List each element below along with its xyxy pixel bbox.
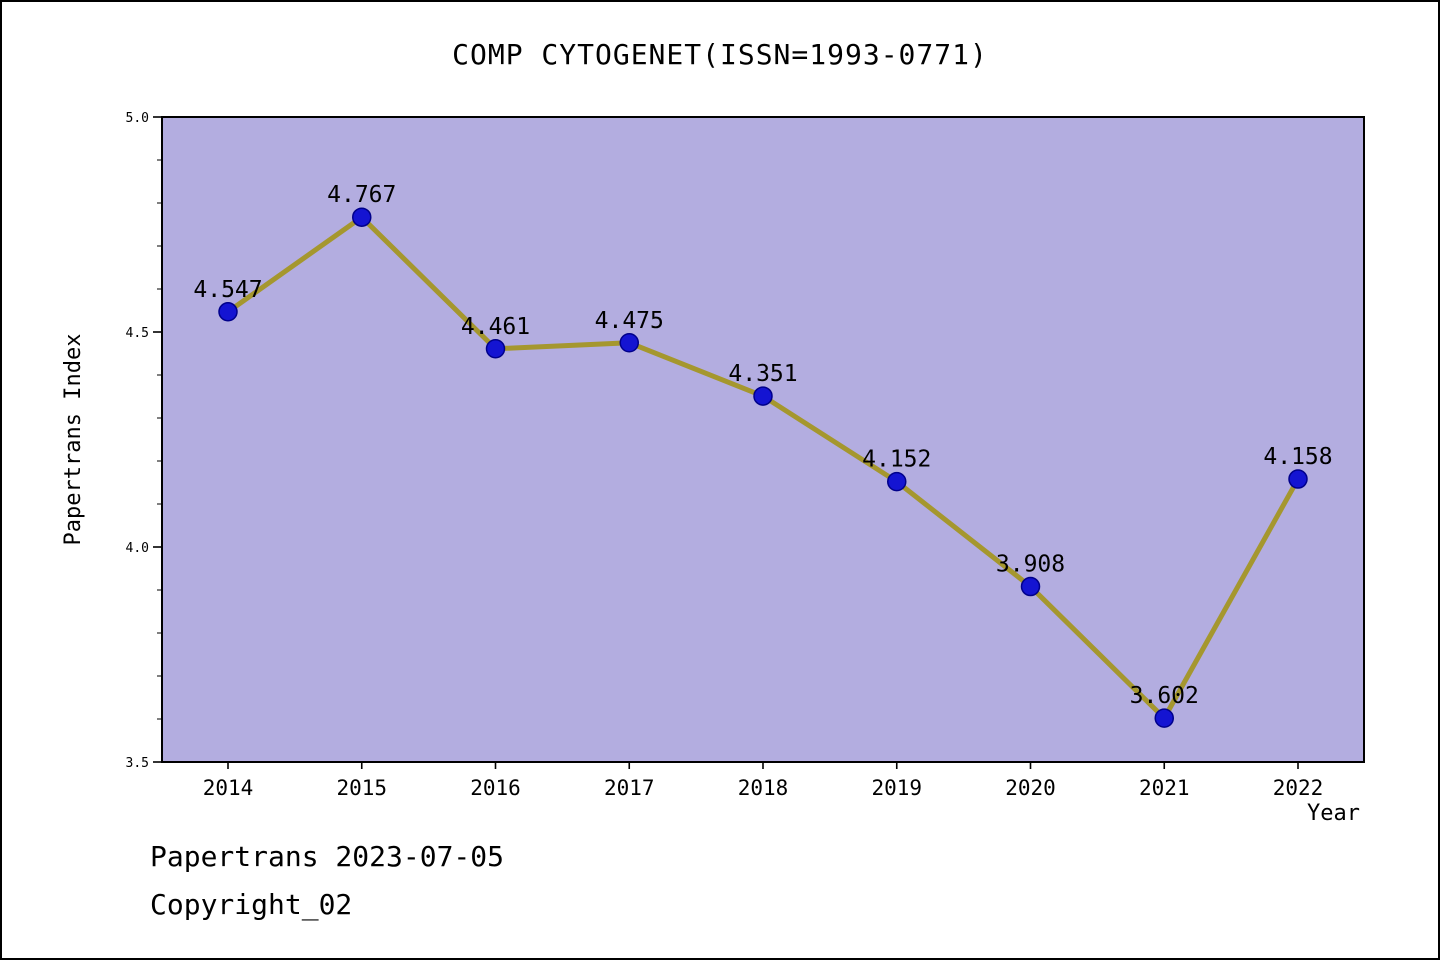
data-point-label: 4.547 [193,277,262,303]
plot-background [161,116,1365,763]
data-point-label: 4.461 [461,314,530,340]
data-point [753,386,773,406]
data-point [1288,469,1308,489]
data-point-label: 3.602 [1130,683,1199,709]
data-point-label: 4.152 [862,447,931,473]
x-tick-label: 2020 [1005,776,1056,800]
data-point-label: 4.475 [595,308,664,334]
x-tick-label: 2017 [604,776,655,800]
x-tick-label: 2015 [336,776,387,800]
y-tick-label: 4.0 [126,541,149,556]
data-point-label: 4.767 [327,182,396,208]
data-point [1154,708,1174,728]
data-point [485,339,506,359]
x-tick-label: 2019 [871,776,922,800]
y-tick-label: 3.5 [126,756,149,771]
data-point [218,302,238,322]
y-axis-label: Papertrans Index [61,334,86,546]
data-point-label: 3.908 [996,552,1065,578]
data-point-label: 4.158 [1263,444,1332,470]
x-tick-label: 2022 [1273,776,1324,800]
x-axis-label: Year [1307,801,1360,826]
data-point [1020,576,1041,597]
y-tick-label: 4.5 [126,326,149,341]
data-point-label: 4.351 [728,361,797,387]
data-point [352,207,372,227]
footer-source-date: Papertrans 2023-07-05 [150,840,505,873]
data-point [887,471,907,492]
x-tick-label: 2021 [1139,776,1190,800]
line-chart: 3.5 4.0 4.5 5.0 2014 2015 2016 2017 2018 2019 2020… [61,111,1365,826]
data-point [619,333,639,353]
y-tick-label: 5.0 [126,111,149,126]
x-tick-label: 2016 [470,776,521,800]
x-tick-label: 2018 [738,776,789,800]
chart-title: COMP CYTOGENET(ISSN=1993-0771) [452,38,988,71]
footer-copyright: Copyright_02 [150,888,353,921]
x-tick-label: 2014 [203,776,254,800]
